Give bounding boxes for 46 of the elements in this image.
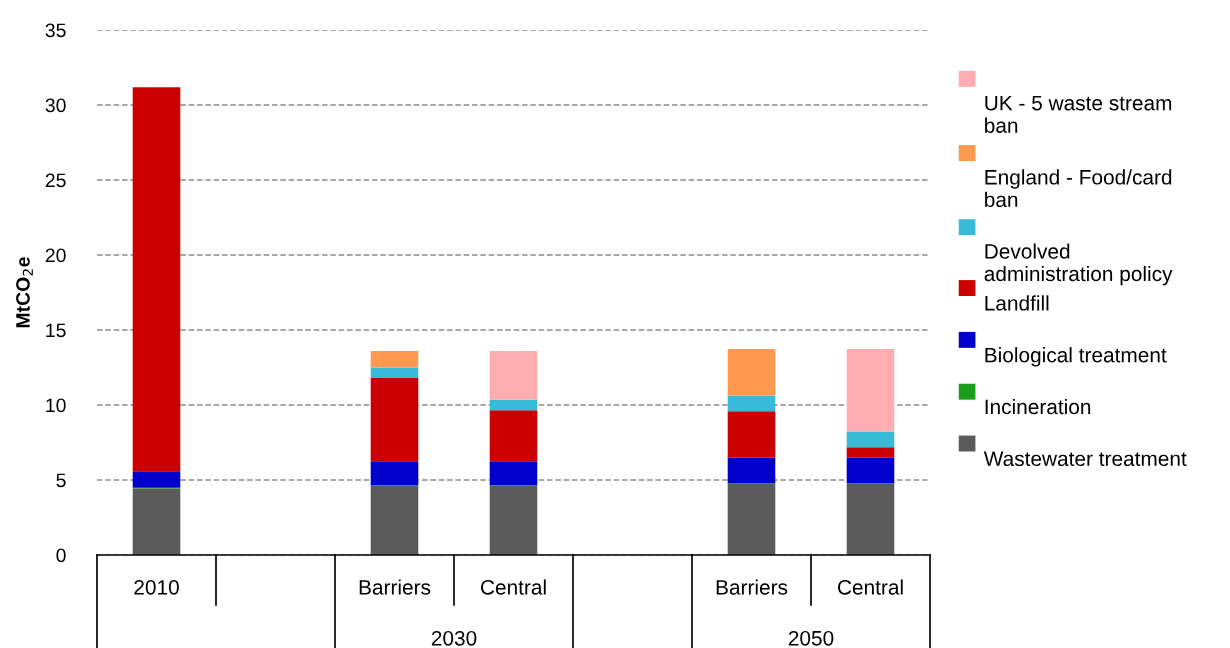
bar [727, 411, 776, 458]
legend-label: Landfill [985, 295, 1049, 311]
y-axis-title: MtCO$_{2}$e [16, 257, 33, 328]
y-tick-label: 5 [56, 473, 66, 488]
bar [132, 488, 181, 555]
x-tick-label: Central [480, 579, 546, 595]
bar [727, 395, 776, 412]
x-tick-label: 2010 [134, 579, 179, 595]
bar [846, 447, 895, 458]
legend-label: UK - 5 waste stream ban [985, 95, 1172, 133]
bar [489, 410, 538, 462]
text: 2030 [431, 630, 477, 646]
bar [132, 471, 181, 488]
bar [489, 351, 538, 400]
y-tick-label: 35 [45, 23, 66, 38]
bar [489, 461, 538, 486]
bar [489, 399, 538, 411]
bar [370, 351, 419, 368]
bar [370, 367, 419, 378]
y-tick-label: 30 [45, 98, 66, 113]
x-tick-label: Barriers [359, 579, 431, 595]
bar [846, 484, 895, 555]
y-tick-label: 20 [45, 248, 66, 263]
legend-label: Biological treatment [985, 347, 1167, 367]
bar [370, 486, 419, 555]
bar [370, 461, 419, 486]
bar [846, 457, 895, 484]
legend-label: Wastewater treatment [983, 451, 1187, 467]
bar [727, 484, 776, 555]
bar [489, 486, 538, 555]
y-tick-label: 0 [56, 548, 66, 563]
bar [727, 349, 776, 396]
legend-label: Incineration [985, 398, 1091, 415]
bar [132, 87, 181, 472]
text: 2050 [788, 630, 834, 646]
bar [727, 457, 776, 484]
y-tick-label: 10 [46, 398, 66, 413]
y-tick-label: 25 [45, 173, 66, 188]
x-tick-label: Barriers [716, 579, 788, 595]
legend-label: Devolved administration policy [984, 243, 1173, 286]
bar [846, 349, 895, 432]
y-tick-label: 15 [46, 323, 66, 338]
x-tick-label: Central [837, 579, 903, 595]
bar [846, 431, 895, 448]
legend-label: England - Food/card ban [985, 169, 1172, 208]
bar [370, 378, 419, 462]
